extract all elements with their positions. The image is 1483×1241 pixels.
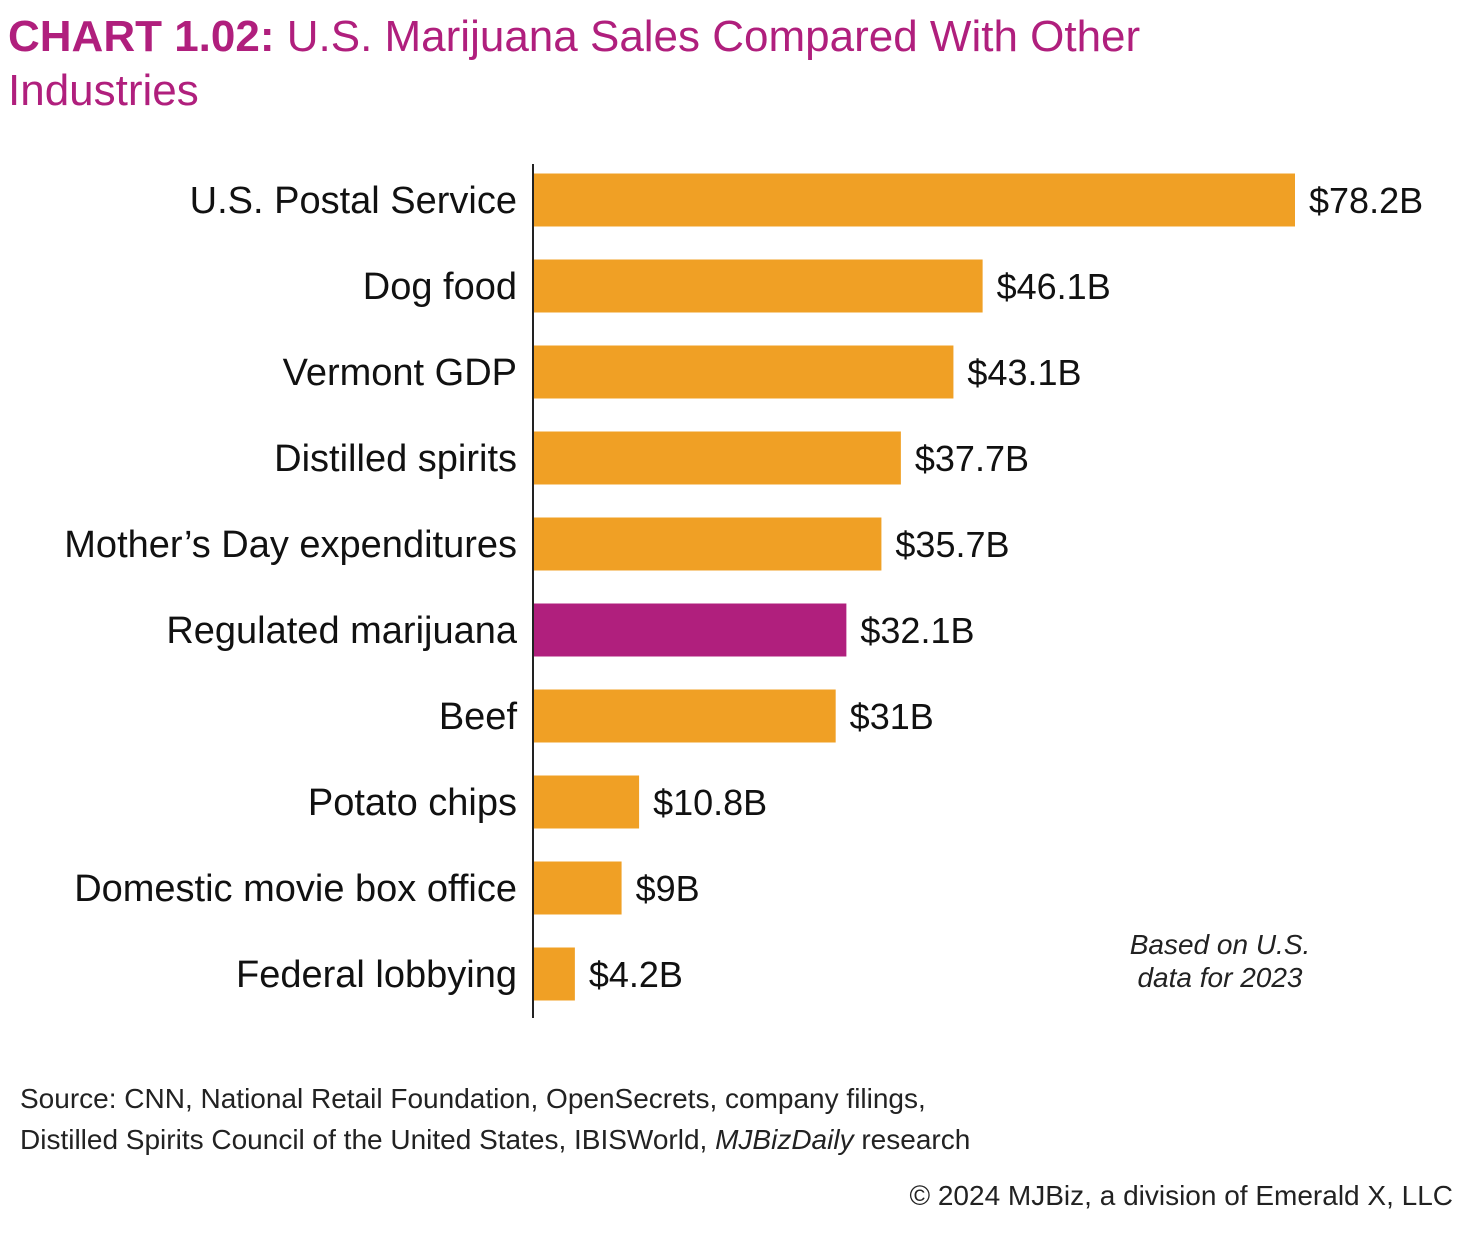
category-label: Mother’s Day expenditures (64, 524, 517, 566)
bar-chart: U.S. Postal Service $78.2B Dog food $46.1B V… (64, 164, 1423, 1018)
bar (534, 775, 640, 829)
source-credit: Source: CNN, National Retail Foundation,… (20, 1078, 1320, 1160)
bar (534, 517, 882, 571)
category-label: Beef (439, 696, 518, 738)
chart-title-prefix: CHART 1.02: (8, 12, 275, 61)
value-label: $32.1B (860, 610, 974, 651)
source-line1: Source: CNN, National Retail Foundation,… (20, 1083, 926, 1114)
value-label: $37.7B (915, 438, 1029, 479)
value-label: $31B (850, 696, 934, 737)
chart-title: CHART 1.02: U.S. Marijuana Sales Compare… (8, 10, 1208, 118)
source-line2-suffix: research (853, 1124, 971, 1155)
source-line2: Distilled Spirits Council of the United … (20, 1119, 1320, 1160)
data-note-line2: data for 2023 (1137, 962, 1303, 993)
data-note: Based on U.S. data for 2023 (1090, 928, 1350, 994)
value-label: $9B (636, 868, 700, 909)
source-line2-prefix: Distilled Spirits Council of the United … (20, 1124, 716, 1155)
value-label: $43.1B (967, 352, 1081, 393)
value-label: $4.2B (589, 954, 683, 995)
source-line2-italic: MJBizDaily (715, 1124, 854, 1155)
bar (534, 345, 954, 399)
category-label: U.S. Postal Service (190, 180, 517, 222)
category-label: Federal lobbying (236, 954, 517, 996)
copyright: © 2024 MJBiz, a division of Emerald X, L… (909, 1180, 1453, 1211)
category-label: Vermont GDP (283, 352, 517, 394)
category-label: Domestic movie box office (74, 868, 517, 910)
value-label: $35.7B (895, 524, 1009, 565)
bar (534, 431, 901, 485)
category-label: Distilled spirits (274, 438, 517, 480)
bar (534, 861, 622, 915)
value-label: $10.8B (653, 782, 767, 823)
chart-title-main: U.S. Marijuana Sales Compared With Other… (8, 12, 1141, 115)
bar (534, 947, 575, 1001)
category-label: Potato chips (308, 782, 517, 824)
bar (534, 603, 847, 657)
category-label: Dog food (363, 266, 517, 308)
bar (534, 689, 836, 743)
category-label: Regulated marijuana (166, 610, 518, 652)
value-label: $46.1B (997, 266, 1111, 307)
bar (534, 259, 983, 313)
data-note-line1: Based on U.S. (1129, 929, 1311, 960)
bar (534, 173, 1295, 227)
value-label: $78.2B (1309, 180, 1423, 221)
